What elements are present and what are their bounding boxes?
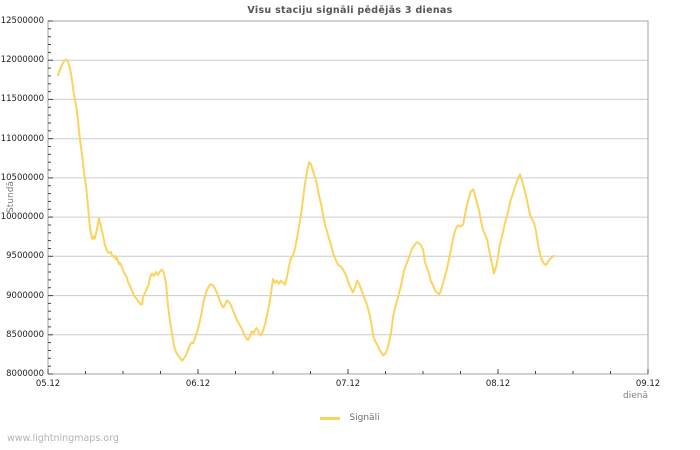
y-axis-tick-label: 8500000	[6, 329, 44, 340]
y-axis-tick-label: 9000000	[6, 290, 44, 301]
y-axis-tick-label: 11000000	[0, 133, 44, 144]
signal-line-series	[57, 58, 555, 362]
y-axis-tick-label: 8000000	[6, 369, 44, 379]
legend-line-swatch	[320, 416, 341, 420]
y-axis-tick-label: 12500000	[0, 16, 44, 26]
y-axis-tick-label: 9500000	[6, 251, 44, 262]
x-axis-tick-label: 06.12	[185, 379, 211, 389]
y-axis-tick-label: 12000000	[0, 55, 44, 66]
y-axis-tick-label: 11500000	[0, 94, 44, 105]
watermark-text: www.lightningmaps.org	[7, 433, 119, 444]
x-axis-tick-label: 07.12	[335, 379, 361, 389]
x-axis-tick-label: 05.12	[35, 379, 61, 389]
legend-series-label: Signāli	[349, 413, 380, 423]
x-axis-unit-label: dienā	[623, 391, 648, 401]
y-axis-tick-label: 10000000	[0, 212, 44, 223]
x-axis-tick-label: 08.12	[485, 379, 511, 389]
x-axis-tick-label: 09.12	[635, 379, 661, 389]
y-axis-tick-label: 10500000	[0, 172, 44, 183]
y-axis-unit-label: Stundā	[6, 181, 16, 213]
chart-title: Visu staciju signāli pēdējās 3 dienas	[247, 5, 453, 16]
legend: Signāli	[0, 413, 700, 423]
